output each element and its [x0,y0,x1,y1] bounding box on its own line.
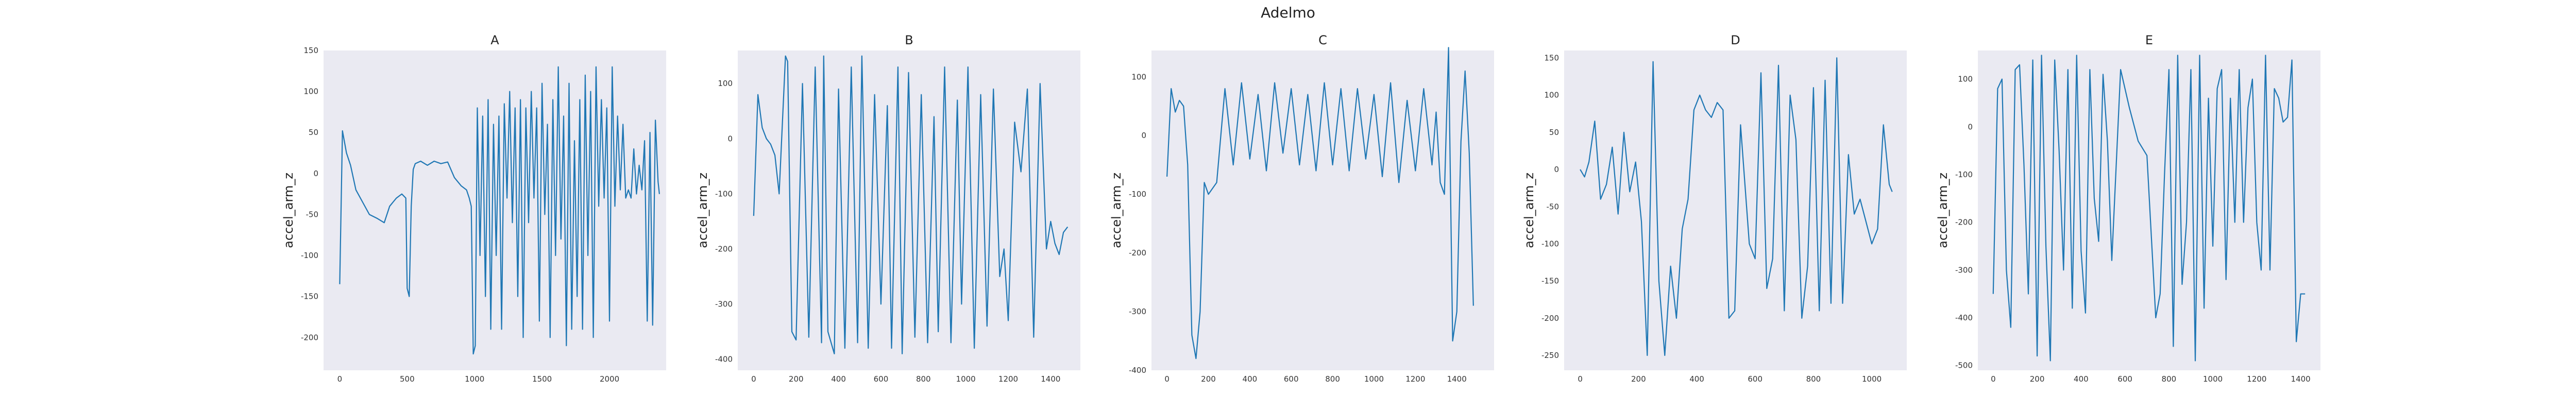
y-tick-label: -250 [1541,351,1559,360]
x-tick-label: 0 [1991,374,1996,384]
y-tick-label: 0 [313,169,318,178]
y-axis-label-e: accel_arm_z [1936,173,1950,248]
x-tick-label: 400 [1243,374,1258,384]
y-axis-label-d: accel_arm_z [1522,173,1536,248]
panel-title-d: D [1731,33,1740,47]
y-tick-label: 50 [309,128,318,137]
y-tick-label: 0 [727,134,733,143]
y-tick-label: -300 [715,300,733,309]
y-tick-label: 0 [1141,131,1146,140]
x-tick-label: 1400 [1041,374,1060,384]
x-tick-label: 800 [1325,374,1340,384]
y-tick-label: -100 [1129,190,1146,199]
x-tick-label: 1000 [1862,374,1882,384]
x-tick-label: 200 [1631,374,1646,384]
panel-title-b: B [905,33,913,47]
x-tick-label: 800 [2162,374,2177,384]
x-tick-label: 1000 [465,374,484,384]
x-tick-label: 1000 [956,374,976,384]
x-tick-label: 800 [916,374,931,384]
y-tick-label: -100 [715,189,733,198]
x-tick-label: 2000 [600,374,619,384]
x-tick-label: 600 [1284,374,1299,384]
x-tick-label: 200 [789,374,804,384]
y-tick-label: -100 [1541,239,1559,248]
y-tick-label: 100 [303,87,318,96]
y-tick-label: -200 [1955,218,1973,227]
y-tick-label: 100 [1958,75,1973,84]
y-axis-label-a: accel_arm_z [281,173,296,248]
panel-title-c: C [1318,33,1327,47]
y-tick-label: -200 [1541,314,1559,323]
series-line-c [1166,47,1474,359]
x-tick-label: 800 [1806,374,1821,384]
y-tick-label: 100 [1131,72,1146,81]
panel-title-a: A [490,33,499,47]
x-tick-label: 0 [337,374,343,384]
plot-area-d [1564,50,1907,370]
x-tick-label: 0 [1164,374,1170,384]
y-tick-label: -50 [306,210,319,219]
panel-title-e: E [2145,33,2153,47]
x-tick-label: 1200 [2247,374,2266,384]
y-tick-label: 150 [1544,53,1559,62]
y-tick-label: -200 [715,244,733,253]
x-tick-label: 1200 [998,374,1018,384]
x-tick-label: 200 [2030,374,2045,384]
x-tick-label: 500 [400,374,415,384]
y-tick-label: -300 [1129,307,1146,316]
x-tick-label: 1200 [1405,374,1425,384]
x-tick-label: 0 [1578,374,1583,384]
y-tick-label: -100 [301,251,318,260]
x-tick-label: 1400 [1447,374,1467,384]
y-tick-label: -150 [301,292,318,301]
x-tick-label: 400 [1689,374,1704,384]
y-tick-label: 100 [1544,91,1559,100]
series-line-e [1992,55,2306,362]
x-tick-label: 600 [874,374,889,384]
y-tick-label: -150 [1541,277,1559,286]
y-tick-label: -50 [1547,202,1560,211]
y-tick-label: 50 [1549,128,1559,137]
y-tick-label: -200 [301,333,318,342]
x-tick-label: 600 [2117,374,2132,384]
x-tick-label: 400 [831,374,846,384]
x-tick-label: 1000 [2203,374,2223,384]
x-tick-label: 1500 [532,374,552,384]
x-tick-label: 1000 [1364,374,1384,384]
y-tick-label: 100 [718,79,733,88]
y-tick-label: -300 [1955,265,1973,274]
x-tick-label: 0 [751,374,756,384]
y-tick-label: 0 [1968,122,1973,131]
y-tick-label: -400 [1129,366,1146,375]
series-line-b [753,55,1069,355]
y-tick-label: -200 [1129,248,1146,258]
series-line-d [1580,57,1893,356]
y-tick-label: -500 [1955,361,1973,370]
figure-title: Adelmo [1261,4,1315,21]
y-tick-label: 0 [1554,165,1559,174]
y-tick-label: -400 [715,355,733,364]
x-tick-label: 600 [1748,374,1762,384]
y-tick-label: 150 [303,46,318,55]
y-tick-label: -400 [1955,313,1973,322]
x-tick-label: 200 [1201,374,1216,384]
series-line-a [339,66,660,355]
y-tick-label: -100 [1955,170,1973,179]
x-tick-label: 400 [2074,374,2089,384]
x-tick-label: 1400 [2291,374,2311,384]
y-axis-label-b: accel_arm_z [696,173,710,248]
y-axis-label-c: accel_arm_z [1109,173,1124,248]
